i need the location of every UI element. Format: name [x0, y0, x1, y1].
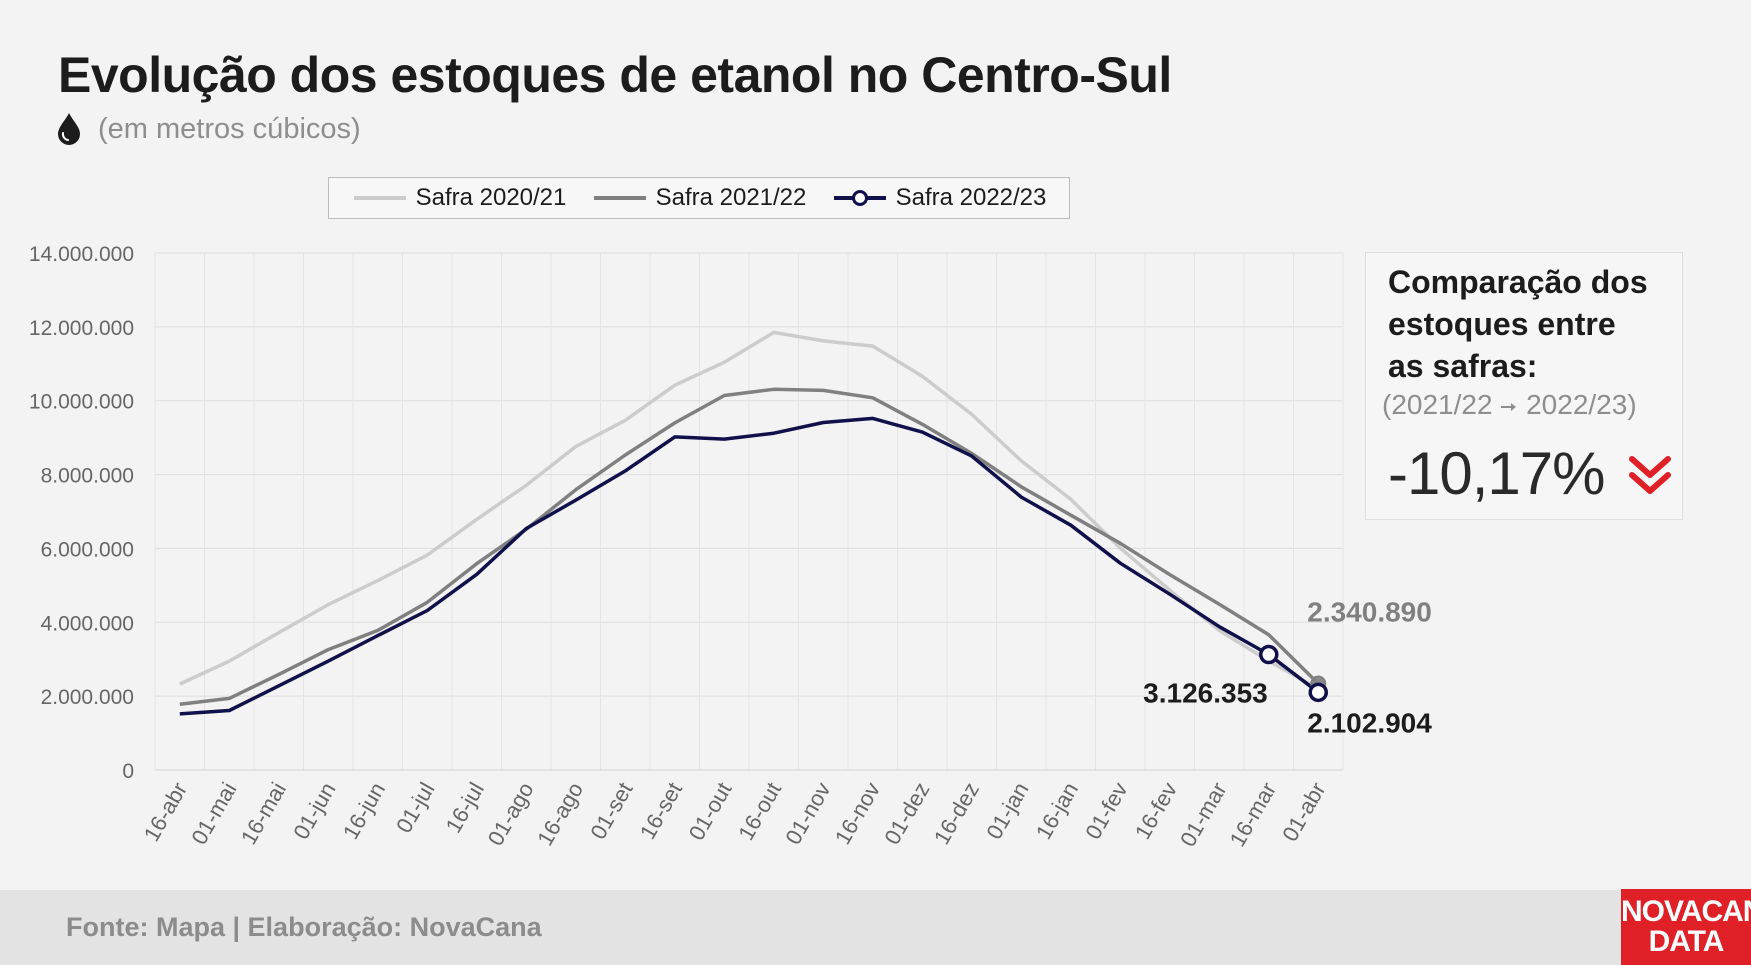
double-chevron-down-icon: [1629, 456, 1671, 494]
x-tick-label: 01-jan: [981, 778, 1033, 843]
series-line-1: [179, 387, 1320, 707]
chart-legend: Safra 2020/21 Safra 2021/22 Safra 2022/2…: [328, 177, 1070, 219]
y-tick-label: 4.000.000: [41, 612, 134, 635]
x-tick-label: 01-dez: [879, 778, 934, 849]
legend-label-2020-21: Safra 2020/21: [415, 184, 567, 211]
y-tick-label: 0: [122, 760, 134, 783]
x-tick-label: 16-fev: [1130, 778, 1182, 843]
subtitle-text: (em metros cúbicos): [98, 112, 361, 145]
comparison-box: Comparação dos estoques entre as safras:…: [1365, 252, 1683, 520]
comparison-heading: Comparação dos estoques entre as safras:: [1388, 261, 1678, 387]
x-tick-label: 01-fev: [1080, 778, 1132, 843]
x-tick-label: 16-jun: [338, 778, 390, 843]
x-tick-label: 16-set: [635, 778, 687, 843]
line-chart: 0 2.000.000 4.000.000 6.000.000 8.000.000 10.…: [29, 243, 1432, 851]
source-note: Fonte: Mapa | Elaboração: NovaCana: [66, 912, 542, 942]
legend-label-2022-23: Safra 2022/23: [895, 184, 1047, 211]
comparison-heading-line2: estoques entre: [1388, 306, 1616, 342]
comparison-range-from: (2021/22: [1382, 389, 1493, 420]
series-marker-2: [1308, 682, 1328, 703]
legend-swatch-2021-22: [593, 196, 646, 200]
legend-swatch-2020-21: [353, 196, 406, 200]
chart-title: Evolução dos estoques de etanol no Centr…: [58, 47, 1172, 103]
x-tick-label: 01-mai: [186, 778, 241, 849]
footer: Fonte: Mapa | Elaboração: NovaCana: [0, 890, 1751, 965]
x-tick-label: 16-mar: [1225, 778, 1281, 851]
x-tick-label: 16-jul: [441, 778, 490, 837]
x-tick-label: 16-ago: [532, 778, 588, 850]
logo-line2: DATA: [1648, 925, 1725, 958]
comparison-range: (2021/22 2022/23): [1382, 389, 1637, 421]
comparison-heading-line3: as safras:: [1388, 348, 1538, 384]
x-tick-label: 16-dez: [929, 778, 984, 849]
annotation-2021-22-last: 2.340.890: [1307, 597, 1432, 628]
legend-item-2021-22: Safra 2021/22: [592, 184, 807, 212]
x-tick-label: 01-jul: [391, 778, 440, 837]
comparison-heading-line1: Comparação dos: [1388, 264, 1648, 300]
series-marker-2: [1259, 644, 1279, 665]
x-tick-label: 01-out: [684, 778, 737, 845]
y-tick-label: 8.000.000: [41, 465, 134, 488]
x-tick-label: 16-nov: [830, 778, 885, 849]
annotation-2022-23-last: 2.102.904: [1307, 707, 1432, 738]
chart-subtitle: (em metros cúbicos): [56, 112, 361, 146]
x-tick-label: 01-abr: [1277, 778, 1330, 846]
legend-label-2021-22: Safra 2021/22: [655, 184, 807, 211]
x-tick-label: 01-mar: [1175, 778, 1231, 851]
series-line-2: [179, 416, 1320, 716]
comparison-value: -10,17%: [1388, 440, 1605, 507]
y-tick-label: 12.000.000: [29, 317, 134, 340]
y-tick-label: 14.000.000: [29, 243, 134, 266]
logo-line1: NOVACANA: [1621, 895, 1751, 928]
arrow-right-icon: [1501, 403, 1517, 411]
x-tick-label: 16-out: [733, 778, 786, 845]
annotation-2022-23-mar: 3.126.353: [1143, 678, 1268, 709]
legend-swatch-2022-23: [833, 190, 886, 206]
drop-icon: [58, 113, 80, 145]
y-tick-label: 2.000.000: [41, 686, 134, 709]
x-tick-label: 01-nov: [780, 778, 835, 849]
x-tick-label: 16-abr: [139, 778, 192, 846]
x-tick-label: 01-ago: [483, 778, 539, 850]
x-tick-label: 16-jan: [1031, 778, 1083, 843]
comparison-range-to: 2022/23): [1526, 389, 1637, 420]
x-tick-label: 01-set: [585, 778, 637, 843]
x-tick-label: 01-jun: [288, 778, 340, 843]
legend-item-2022-23: Safra 2022/23: [832, 184, 1047, 212]
novacana-data-logo: NOVACANA DATA: [1621, 889, 1751, 965]
legend-item-2020-21: Safra 2020/21: [352, 184, 567, 212]
series-line-0: [179, 330, 1320, 691]
y-tick-label: 10.000.000: [29, 391, 134, 414]
y-tick-label: 6.000.000: [41, 538, 134, 561]
x-tick-label: 16-mai: [236, 778, 291, 849]
